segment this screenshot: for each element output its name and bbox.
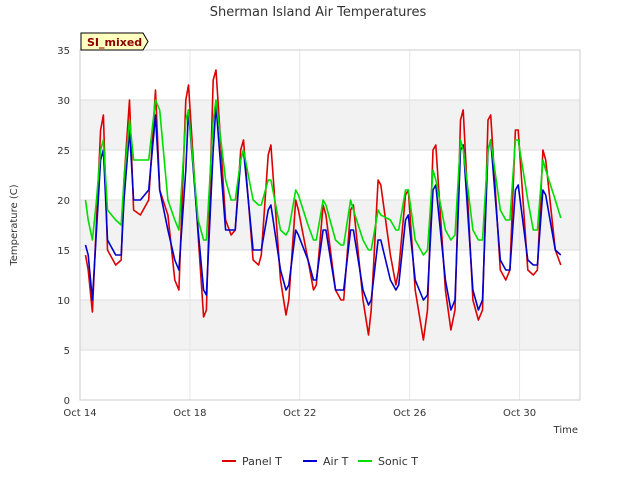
y-tick-label: 25 [57,146,70,157]
x-tick-label: Oct 30 [503,408,536,419]
x-axis-label: Time [553,425,578,436]
x-axis-ticks: Oct 14 Oct 18 Oct 22 Oct 26 Oct 30 [63,408,536,419]
x-tick-label: Oct 22 [283,408,316,419]
grid-band [80,50,580,100]
chart-legend: Panel T Air T Sonic T [222,455,418,468]
legend-label: Air T [323,455,349,468]
x-tick-label: Oct 18 [173,408,206,419]
badge-label: SI_mixed [87,36,142,49]
y-tick-label: 10 [57,296,70,307]
x-tick-label: Oct 14 [63,408,96,419]
y-axis-label: Temperature (C) [9,184,20,266]
series-line-sonic-t [84,99,562,256]
y-tick-label: 35 [57,46,70,57]
y-tick-label: 0 [64,396,70,407]
grid-band [80,350,580,400]
legend-label: Panel T [242,455,282,468]
grid-band [80,150,580,200]
y-tick-label: 15 [57,246,70,257]
y-tick-label: 5 [64,346,70,357]
y-tick-label: 30 [57,96,70,107]
chart-title: Sherman Island Air Temperatures [210,5,427,20]
x-tick-label: Oct 26 [393,408,426,419]
badge-shape [80,32,149,51]
grid-band [80,300,580,350]
plot-frame [79,49,581,401]
station-badge: SI_mixed [80,32,149,51]
y-axis-ticks: 0 5 10 15 20 25 30 35 [57,46,70,407]
series-line-air-t [84,104,562,311]
y-tick-label: 20 [57,196,70,207]
series-lines [84,69,562,341]
legend-label: Sonic T [378,455,418,468]
